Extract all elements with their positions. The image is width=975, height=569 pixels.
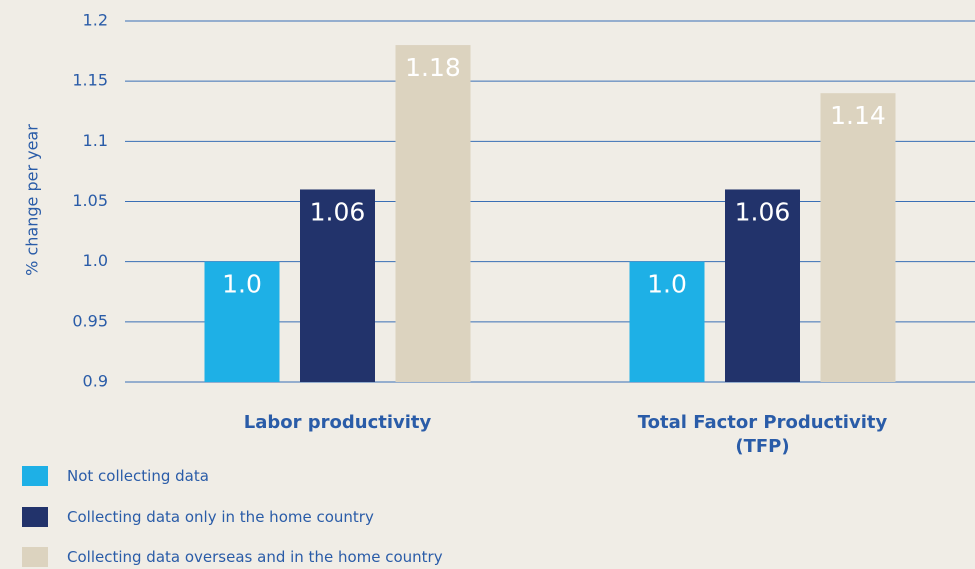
data-label: 1.0: [222, 270, 262, 299]
bar: [204, 261, 280, 382]
legend-label: Not collecting data: [67, 467, 209, 485]
data-label: 1.06: [735, 197, 791, 226]
legend-swatch: [22, 466, 48, 486]
data-label: 1.18: [405, 53, 461, 82]
y-tick-label: 1.05: [72, 191, 108, 210]
bar: [820, 93, 896, 382]
legend-swatch: [22, 507, 48, 527]
y-tick-label: 0.95: [72, 311, 108, 330]
data-label: 1.14: [830, 101, 886, 130]
y-tick-label: 1.0: [83, 251, 108, 270]
legend-label: Collecting data overseas and in the home…: [67, 548, 443, 566]
y-axis-label: % change per year: [23, 124, 42, 276]
bar: [395, 45, 471, 383]
y-tick-label: 1.15: [72, 71, 108, 90]
data-label: 1.06: [310, 197, 366, 226]
x-tick-label: Total Factor Productivity (TFP): [637, 412, 888, 457]
y-tick-label: 0.9: [83, 372, 108, 391]
bar: [300, 189, 375, 382]
bar: [725, 189, 800, 382]
x-tick-label: Labor productivity: [243, 412, 432, 433]
bar: [629, 261, 705, 382]
legend-swatch: [22, 547, 48, 567]
data-label: 1.0: [647, 270, 687, 299]
legend-label: Collecting data only in the home country: [67, 508, 374, 526]
y-tick-label: 1.2: [83, 11, 108, 30]
y-tick-label: 1.1: [83, 131, 108, 150]
